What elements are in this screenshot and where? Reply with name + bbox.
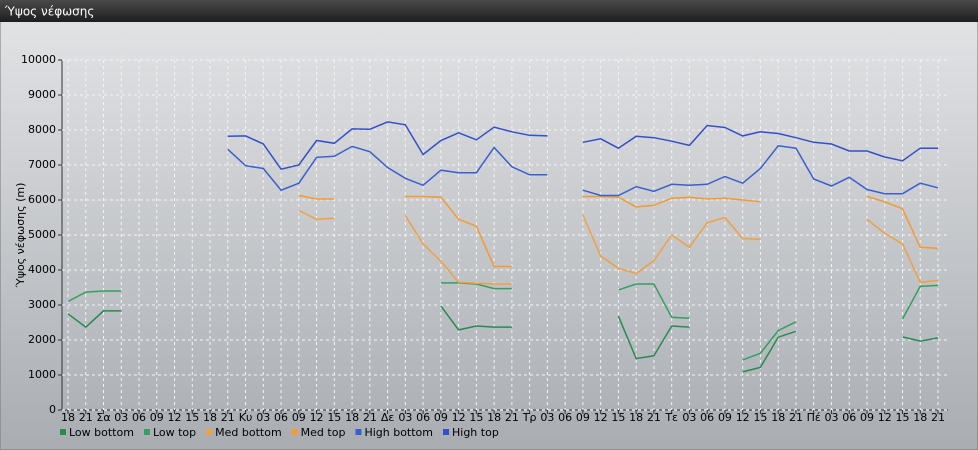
x-tick-label: 09 [292,411,306,424]
y-tick-label: 7000 [28,158,56,171]
x-tick-label: 06 [132,411,146,424]
x-tick-label: 15 [611,411,625,424]
legend-item: Low bottom [60,426,134,439]
x-tick-label: 15 [469,411,483,424]
x-tick-label: 18 [771,411,785,424]
legend-item: Med bottom [206,426,282,439]
x-tick-label: 03 [824,411,838,424]
x-tick-label: 09 [576,411,590,424]
legend-swatch [291,429,298,435]
y-tick-label: 5000 [28,228,56,241]
title-bar [0,0,978,22]
y-tick-label: 3000 [28,298,56,311]
chart-title: Ύψος νέφωσης [4,5,94,19]
x-tick-label: 18 [61,411,75,424]
x-tick-label: 21 [221,411,235,424]
legend-item: High bottom [355,426,433,439]
x-tick-label: 12 [594,411,608,424]
x-tick-label: 15 [185,411,199,424]
x-tick-label: 03 [398,411,412,424]
x-tick-label: 06 [274,411,288,424]
series-line [298,209,939,285]
series-line [67,305,939,373]
legend-label: Low bottom [69,426,134,439]
x-tick-label: 21 [363,411,377,424]
y-axis-label: Ύψος νέφωσης (m) [14,183,27,289]
x-tick-label: 03 [682,411,696,424]
x-tick-label: 06 [558,411,572,424]
x-tick-label: 03 [540,411,554,424]
y-tick-label: 0 [49,403,56,416]
x-tick-label: 03 [114,411,128,424]
series-line [227,144,939,197]
legend-swatch [60,429,66,435]
x-tick-label: 18 [203,411,217,424]
legend-label: High top [452,426,499,439]
x-tick-label: 18 [345,411,359,424]
x-tick-label: 06 [416,411,430,424]
x-tick-label: Τρ [522,411,537,424]
legend-item: High top [443,426,499,439]
x-tick-label: 18 [487,411,501,424]
legend-item: Med top [291,426,346,439]
x-tick-label: 03 [256,411,270,424]
x-tick-label: 21 [505,411,519,424]
legend-swatch [143,429,150,435]
legend-label: Med top [301,426,346,439]
x-tick-label: Σα [96,411,110,424]
series-line [227,121,938,171]
x-tick-label: 18 [913,411,927,424]
x-tick-label: 21 [931,411,945,424]
legend-swatch [206,429,213,435]
x-tick-label: 15 [895,411,909,424]
y-tick-label: 6000 [28,193,56,206]
x-tick-label: Πέ [807,411,821,424]
x-tick-label: 09 [718,411,732,424]
x-tick-label: 12 [310,411,324,424]
x-tick-label: 12 [878,411,892,424]
x-tick-label: 06 [700,411,714,424]
x-tick-label: 18 [629,411,643,424]
x-tick-label: 09 [150,411,164,424]
x-tick-label: 12 [452,411,466,424]
y-tick-label: 8000 [28,123,56,136]
x-tick-label: 15 [753,411,767,424]
x-tick-label: Κυ [239,411,253,424]
y-tick-label: 9000 [28,88,56,101]
series-line [298,194,939,268]
legend-label: Med bottom [215,426,282,439]
legend-swatch [443,429,449,435]
x-tick-label: 12 [736,411,750,424]
x-tick-label: 12 [168,411,182,424]
y-tick-label: 10000 [21,53,56,66]
x-tick-label: Δε [381,411,395,424]
x-tick-label: 09 [860,411,874,424]
x-tick-label: 06 [842,411,856,424]
y-tick-label: 4000 [28,263,56,276]
y-tick-label: 1000 [28,368,56,381]
x-tick-label: 21 [647,411,661,424]
legend-label: High bottom [364,426,433,439]
x-tick-label: Τε [664,411,678,424]
x-tick-label: 15 [327,411,341,424]
x-tick-label: 21 [79,411,93,424]
legend-swatch [355,429,362,435]
x-tick-label: 21 [789,411,803,424]
legend-item: Low top [143,426,196,439]
x-tick-label: 09 [434,411,448,424]
y-tick-label: 2000 [28,333,56,346]
legend-label: Low top [153,426,196,439]
